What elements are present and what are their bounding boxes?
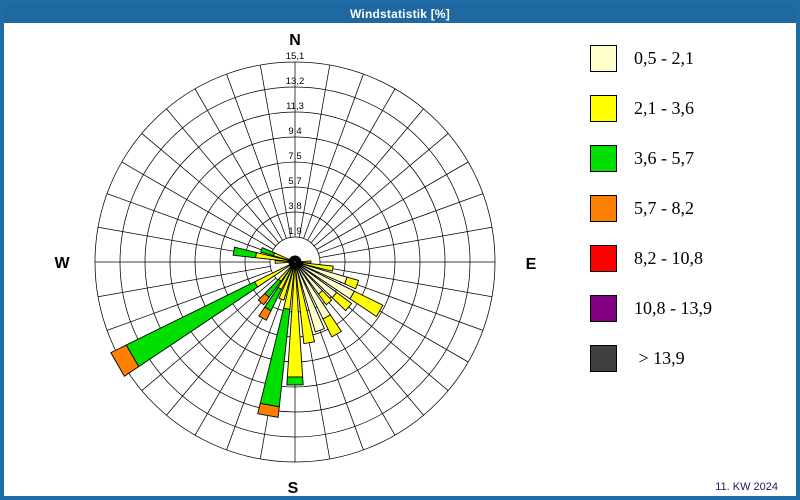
bar-segment: [257, 292, 270, 306]
bar-segment: [302, 262, 334, 272]
bar-segment: [260, 246, 275, 257]
legend-item: 8,2 - 10,8: [590, 244, 780, 272]
radial-ticks: 1,9 3,8 5,7 7,5 9,4 11,3 13,2 15,1: [286, 51, 305, 237]
grid-spoke: [166, 108, 280, 244]
legend-label: 10,8 - 13,9: [634, 297, 712, 318]
windrose-bar: [258, 262, 296, 321]
bar-segment: [331, 291, 353, 312]
grid-spoke: [303, 73, 364, 239]
grid-spoke: [121, 161, 274, 250]
grid-spoke: [97, 265, 271, 298]
bar-segment: [317, 290, 333, 306]
radial-tick-label: 7,5: [288, 151, 301, 162]
bar-segment: [286, 376, 304, 386]
bar-segment: [295, 267, 316, 345]
bar-segment: [349, 290, 384, 318]
radial-tick-label: 1,9: [288, 226, 301, 237]
bar-segment: [344, 276, 360, 290]
legend-label: > 13,9: [634, 347, 685, 368]
radial-tick-label: 3,8: [288, 201, 301, 212]
legend-swatch: [590, 94, 617, 122]
windrose-bar: [295, 261, 360, 290]
windrose-bar: [293, 255, 296, 262]
grid-spoke: [166, 280, 280, 416]
legend-item: 3,6 - 5,7: [590, 144, 780, 172]
legend-label: 3,6 - 5,7: [634, 147, 694, 168]
grid-spoke: [307, 88, 396, 241]
legend-swatch: [590, 294, 617, 322]
legend-swatch: [590, 144, 617, 172]
grid-spoke: [316, 161, 469, 250]
compass-label: W: [54, 255, 70, 272]
windrose-bar: [260, 246, 295, 263]
page-title: Windstatistik [%]: [350, 6, 450, 21]
bar-segment: [110, 344, 140, 377]
radial-tick-label: 5,7: [288, 176, 301, 187]
legend-item: 10,8 - 13,9: [590, 294, 780, 322]
compass-label: E: [526, 256, 537, 273]
bar-segment: [257, 402, 280, 418]
grid-spoke: [310, 280, 424, 416]
legend-item: 5,7 - 8,2: [590, 194, 780, 222]
grid-spoke: [319, 226, 493, 259]
grid-spoke: [226, 73, 287, 239]
legend-label: 0,5 - 2,1: [634, 47, 694, 68]
legend-swatch: [590, 194, 617, 222]
grid-spoke: [318, 193, 484, 254]
legend-item: > 13,9: [590, 344, 780, 372]
grid-spoke: [259, 64, 292, 238]
grid-spoke: [106, 270, 272, 331]
windrose-bar: [286, 262, 304, 386]
legend-item: 2,1 - 3,6: [590, 94, 780, 122]
bar-segment: [322, 314, 343, 338]
bar-segment: [258, 306, 272, 321]
radial-tick-label: 9,4: [288, 126, 301, 137]
legend-swatch: [590, 44, 617, 72]
grid-spoke: [313, 133, 449, 247]
legend-swatch: [590, 244, 617, 272]
grid-spoke: [310, 108, 424, 244]
grid-spoke: [141, 133, 277, 247]
compass-label: S: [288, 480, 299, 496]
legend-swatch: [590, 344, 617, 372]
week-label: 11. KW 2024: [715, 481, 778, 493]
windrose-bar: [257, 262, 296, 306]
windrose-bars: [110, 246, 384, 418]
grid-spoke: [298, 64, 331, 238]
windrose-bar: [257, 262, 296, 418]
grid-spoke: [106, 193, 272, 254]
windrose-bar: [110, 261, 295, 377]
bar-segment: [232, 246, 257, 259]
radial-tick-label: 13,2: [286, 76, 305, 87]
legend: 0,5 - 2,1 2,1 - 3,6 3,6 - 5,7 5,7 - 8,2 8,2 …: [590, 44, 780, 395]
compass-labels: N E S W: [54, 32, 536, 496]
grid-spoke: [319, 265, 493, 298]
legend-label: 8,2 - 10,8: [634, 247, 703, 268]
polar-grid: [94, 61, 496, 463]
grid-spoke: [141, 277, 277, 391]
radial-tick-label: 11,3: [286, 101, 304, 112]
bar-segment: [299, 260, 312, 264]
bar-segment: [293, 255, 296, 262]
title-bar: Windstatistik [%]: [4, 4, 796, 23]
radial-tick-label: 15,1: [286, 51, 305, 62]
legend-item: 0,5 - 2,1: [590, 44, 780, 72]
bar-segment: [125, 281, 259, 368]
bar-segment: [278, 267, 294, 301]
compass-label: N: [289, 32, 301, 49]
grid-spoke: [226, 285, 287, 451]
grid-spoke: [194, 88, 283, 241]
windrose-svg: 1,9 3,8 5,7 7,5 9,4 11,3 13,2 15,1 N E S W: [54, 32, 536, 496]
legend-label: 5,7 - 8,2: [634, 197, 694, 218]
legend-label: 2,1 - 3,6: [634, 97, 694, 118]
